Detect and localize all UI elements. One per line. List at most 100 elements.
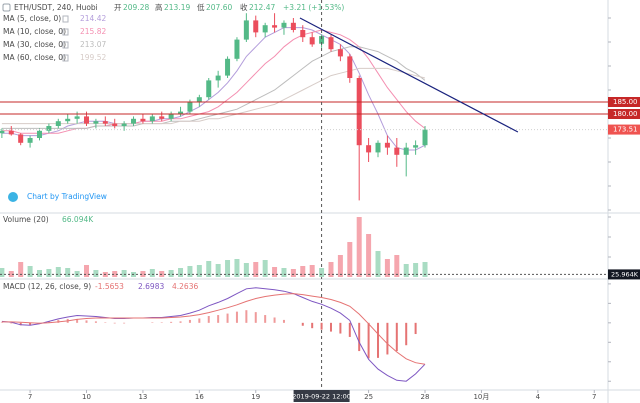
tradingview-logo[interactable]: [8, 192, 18, 202]
histogram-bar: [254, 312, 257, 323]
candle-body: [121, 123, 127, 126]
volume-bar: [112, 271, 118, 277]
price-label: 180.00: [613, 110, 638, 118]
price-label-box: [608, 97, 640, 107]
trend-line: [299, 17, 519, 133]
histogram-bar: [301, 322, 304, 326]
x-tick-label: 7: [592, 393, 596, 401]
ma-legend-value: 199.52: [80, 53, 106, 62]
histogram-bar: [217, 315, 220, 323]
histogram-bar: [405, 322, 408, 346]
ma-legend-value: 215.82: [80, 27, 106, 36]
candle-body: [356, 78, 362, 146]
candle-body: [93, 121, 99, 124]
volume-bar: [328, 262, 334, 277]
x-tick-label: 28: [421, 393, 430, 401]
volume-bar: [140, 271, 146, 277]
histogram-bar: [19, 322, 22, 326]
candle-body: [55, 121, 61, 126]
legend-icon: [62, 54, 69, 62]
ma-line: [1, 67, 426, 125]
volume-bar: [375, 251, 381, 277]
volume-bar: [178, 268, 184, 277]
histogram-bar: [358, 322, 361, 352]
high-value: 213.19: [164, 3, 190, 12]
price-label: 185.00: [613, 98, 638, 106]
x-tick-label: 10: [82, 393, 91, 401]
close-value: 212.47: [249, 3, 275, 12]
candle-body: [149, 116, 155, 122]
volume-bar: [215, 264, 221, 277]
candle-body: [384, 142, 390, 148]
candle-body: [74, 116, 80, 119]
volume-bar: [253, 262, 259, 277]
histogram-bar: [207, 316, 210, 323]
candle-body: [422, 129, 428, 146]
histogram-bar: [226, 313, 229, 323]
macd-title: MACD (12, 26, close, 9): [3, 282, 91, 291]
volume-bar: [290, 269, 296, 277]
histogram-bar: [348, 322, 351, 337]
volume-bar: [234, 259, 240, 277]
candle-body: [159, 116, 165, 119]
watermark[interactable]: Chart by TradingView: [27, 192, 107, 201]
volume-bar: [196, 265, 202, 277]
candle-body: [102, 121, 108, 124]
volume-bar: [394, 255, 400, 277]
candle-body: [337, 49, 343, 57]
candle-body: [281, 22, 287, 28]
histogram-bar: [47, 321, 50, 323]
low-label: 低: [197, 2, 205, 12]
candle-body: [178, 111, 184, 114]
ma-legend-name: MA (30, close, 0): [3, 40, 66, 49]
volume-bar: [149, 269, 155, 277]
legend-icon: [62, 28, 69, 36]
symbol: ETH/USDT, 240, Huobi: [14, 3, 98, 12]
symbol-icon[interactable]: [2, 3, 11, 12]
volume-last-label: 25.964K: [611, 270, 639, 278]
ma-legend-name: MA (5, close, 0): [3, 14, 61, 23]
last-price-label: 173.51: [613, 126, 638, 134]
volume-bar: [281, 268, 287, 277]
candle-body: [300, 30, 306, 38]
volume-bar: [309, 265, 315, 277]
volume-bar: [121, 270, 127, 277]
x-tick-label: 10月: [473, 393, 489, 401]
volume-bar: [84, 265, 90, 277]
histogram-bar: [414, 322, 417, 335]
candle-body: [394, 147, 400, 155]
candle-body: [0, 130, 5, 134]
volume-value: 66.094K: [62, 215, 94, 224]
candle-body: [187, 102, 193, 112]
histogram-bar: [386, 322, 389, 355]
volume-bar: [0, 268, 5, 277]
legend-icon: [62, 15, 69, 23]
high-label: 高: [155, 2, 163, 12]
volume-bar: [27, 266, 33, 277]
x-tick-label: 13: [138, 393, 147, 401]
crosshair-label: 2019-09-22 12:00: [292, 393, 351, 401]
volume-bar: [65, 268, 71, 277]
x-tick-label: 16: [195, 393, 204, 401]
volume-bar: [384, 259, 390, 277]
volume-bar: [356, 217, 362, 277]
histogram-bar: [29, 322, 32, 326]
histogram-bar: [367, 322, 370, 359]
open-label: 开: [114, 3, 122, 12]
volume-bar: [36, 270, 42, 277]
x-tick-label: 19: [251, 393, 260, 401]
candle-body: [319, 36, 325, 44]
histogram-bar: [179, 321, 182, 323]
low-value: 207.60: [206, 3, 232, 12]
histogram-bar: [311, 322, 314, 329]
histogram-bar: [170, 321, 173, 323]
histogram-bar: [273, 317, 276, 323]
candle-body: [272, 25, 278, 28]
candle-body: [215, 75, 221, 81]
candle-body: [18, 134, 24, 143]
volume-bar: [168, 270, 174, 277]
candle-body: [413, 145, 419, 148]
candle-body: [36, 130, 42, 138]
